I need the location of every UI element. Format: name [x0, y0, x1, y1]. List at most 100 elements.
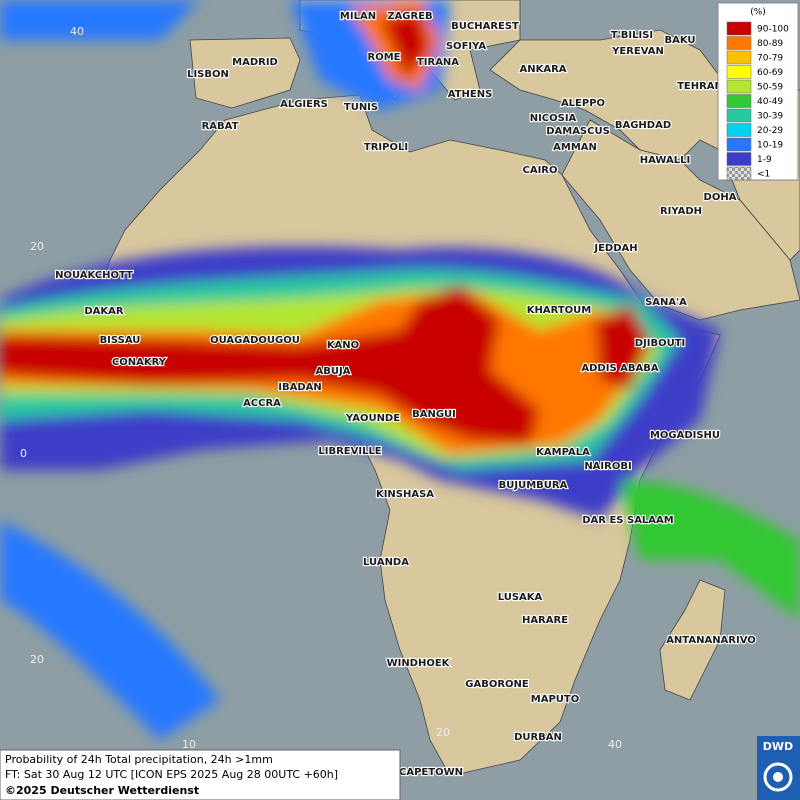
city-label: MOGADISHU: [650, 430, 720, 441]
logo-icon: [763, 762, 793, 792]
city-label: GABORONE: [465, 679, 529, 690]
city-label: KANO: [327, 340, 359, 351]
latitude-label: 40: [70, 25, 84, 38]
city-label: SANA'A: [645, 297, 687, 308]
city-label: ATHENS: [448, 89, 493, 100]
city-label: ACCRA: [243, 398, 281, 409]
legend-swatch: [726, 50, 752, 65]
logo-text: DWD: [763, 740, 793, 753]
legend-swatch: [726, 166, 752, 181]
city-label: BAGHDAD: [615, 120, 671, 131]
legend-swatch: [726, 94, 752, 108]
logo-icon: [773, 772, 783, 782]
city-label: RIYADH: [660, 206, 702, 217]
city-label: HARARE: [522, 615, 568, 626]
city-label: TUNIS: [344, 102, 378, 113]
longitude-label: 10: [182, 738, 196, 751]
city-label: DOHA: [704, 192, 737, 203]
legend-swatch: [726, 79, 752, 94]
city-label: JEDDAH: [593, 243, 637, 254]
footer-line: FT: Sat 30 Aug 12 UTC [ICON EPS 2025 Aug…: [5, 768, 338, 781]
city-label: DURBAN: [514, 732, 562, 743]
city-label: MADRID: [232, 57, 278, 68]
legend-swatch: [726, 123, 752, 137]
legend-swatch: [726, 65, 752, 79]
legend-label: 10-19: [757, 141, 783, 151]
city-label: BUCHAREST: [451, 21, 519, 32]
city-label: DAMASCUS: [546, 126, 610, 137]
legend-label: 50-59: [757, 83, 783, 93]
latitude-label: 20: [30, 240, 44, 253]
city-label: HAWALLI: [640, 155, 690, 166]
city-label: LIBREVILLE: [318, 446, 381, 457]
legend-label: 70-79: [757, 54, 783, 64]
city-label: MILAN: [340, 11, 376, 22]
city-label: KINSHASA: [376, 489, 434, 500]
city-label: NOUAKCHOTT: [55, 270, 133, 281]
city-label: YAOUNDE: [345, 413, 400, 424]
legend-label: 20-29: [757, 126, 783, 136]
legend-label: 80-89: [757, 39, 783, 49]
legend-title: (%): [750, 8, 766, 18]
city-label: T'BILISI: [611, 30, 653, 41]
legend-swatch: [726, 152, 752, 166]
city-label: BISSAU: [100, 335, 141, 346]
legend-label: 40-49: [757, 97, 783, 107]
city-label: BUJUMBURA: [499, 480, 568, 491]
city-label: OUAGADOUGOU: [210, 335, 300, 346]
legend-label: 90-100: [757, 25, 789, 35]
footer-line: ©2025 Deutscher Wetterdienst: [5, 784, 199, 797]
city-label: SOFIYA: [446, 41, 487, 52]
city-label: LUANDA: [363, 557, 409, 568]
longitude-label: 20: [436, 726, 450, 739]
legend-swatch: [726, 36, 752, 50]
city-label: TEHRAN: [677, 81, 723, 92]
footer-line: Probability of 24h Total precipitation, …: [5, 753, 273, 766]
legend-label: 1-9: [757, 155, 772, 165]
city-label: KAMPALA: [536, 447, 590, 458]
city-label: ANKARA: [519, 64, 566, 75]
city-label: ADDIS ABABA: [581, 363, 658, 374]
latitude-label: 20: [30, 653, 44, 666]
legend-label: 30-39: [757, 112, 783, 122]
legend-label: <1: [757, 170, 770, 180]
legend-swatch: [726, 108, 752, 123]
city-label: DJIBOUTI: [635, 338, 686, 349]
city-label: TIRANA: [417, 57, 459, 68]
legend-label: 60-69: [757, 68, 783, 78]
city-label: CAIRO: [523, 165, 558, 176]
city-label: CONAKRY: [112, 357, 167, 368]
precipitation-field: [0, 0, 800, 740]
city-label: BANGUI: [412, 409, 456, 420]
city-label: DAR ES SALAAM: [582, 515, 674, 526]
city-label: ZAGREB: [387, 11, 432, 22]
city-label: ANTANANARIVO: [666, 635, 756, 646]
city-label: ALGIERS: [280, 99, 328, 110]
city-label: ABUJA: [316, 366, 351, 377]
city-label: IBADAN: [278, 382, 322, 393]
city-label: LISBON: [187, 69, 229, 80]
legend-swatch: [726, 21, 752, 36]
city-label: DAKAR: [84, 306, 124, 317]
city-label: YEREVAN: [611, 46, 664, 57]
legend-swatch: [726, 137, 752, 152]
city-label: AMMAN: [553, 142, 597, 153]
city-label: ROME: [368, 52, 401, 63]
logo: DWD: [757, 736, 800, 800]
city-label: WINDHOEK: [387, 658, 451, 669]
longitude-label: 40: [608, 738, 622, 751]
city-label: BAKU: [664, 35, 695, 46]
city-labels: MILAN ZAGREB BUCHAREST T'BILISI BAKU SOFIYA YE…: [54, 10, 757, 779]
city-label: NAIROBI: [584, 461, 631, 472]
city-label: RABAT: [202, 121, 239, 132]
graticule-labels: 40 20 0 20 10 20 40: [20, 25, 622, 751]
legend: (%) 90-100 80-89 70-79 60-69 50-59 40-49 30-39…: [717, 2, 799, 181]
city-label: NICOSIA: [530, 113, 577, 124]
latitude-label: 0: [20, 447, 27, 460]
city-label: KHARTOUM: [527, 305, 592, 316]
city-label: ALEPPO: [561, 98, 605, 109]
city-label: TRIPOLI: [364, 142, 408, 153]
city-label: LUSAKA: [498, 592, 543, 603]
city-label: MAPUTO: [531, 694, 579, 705]
